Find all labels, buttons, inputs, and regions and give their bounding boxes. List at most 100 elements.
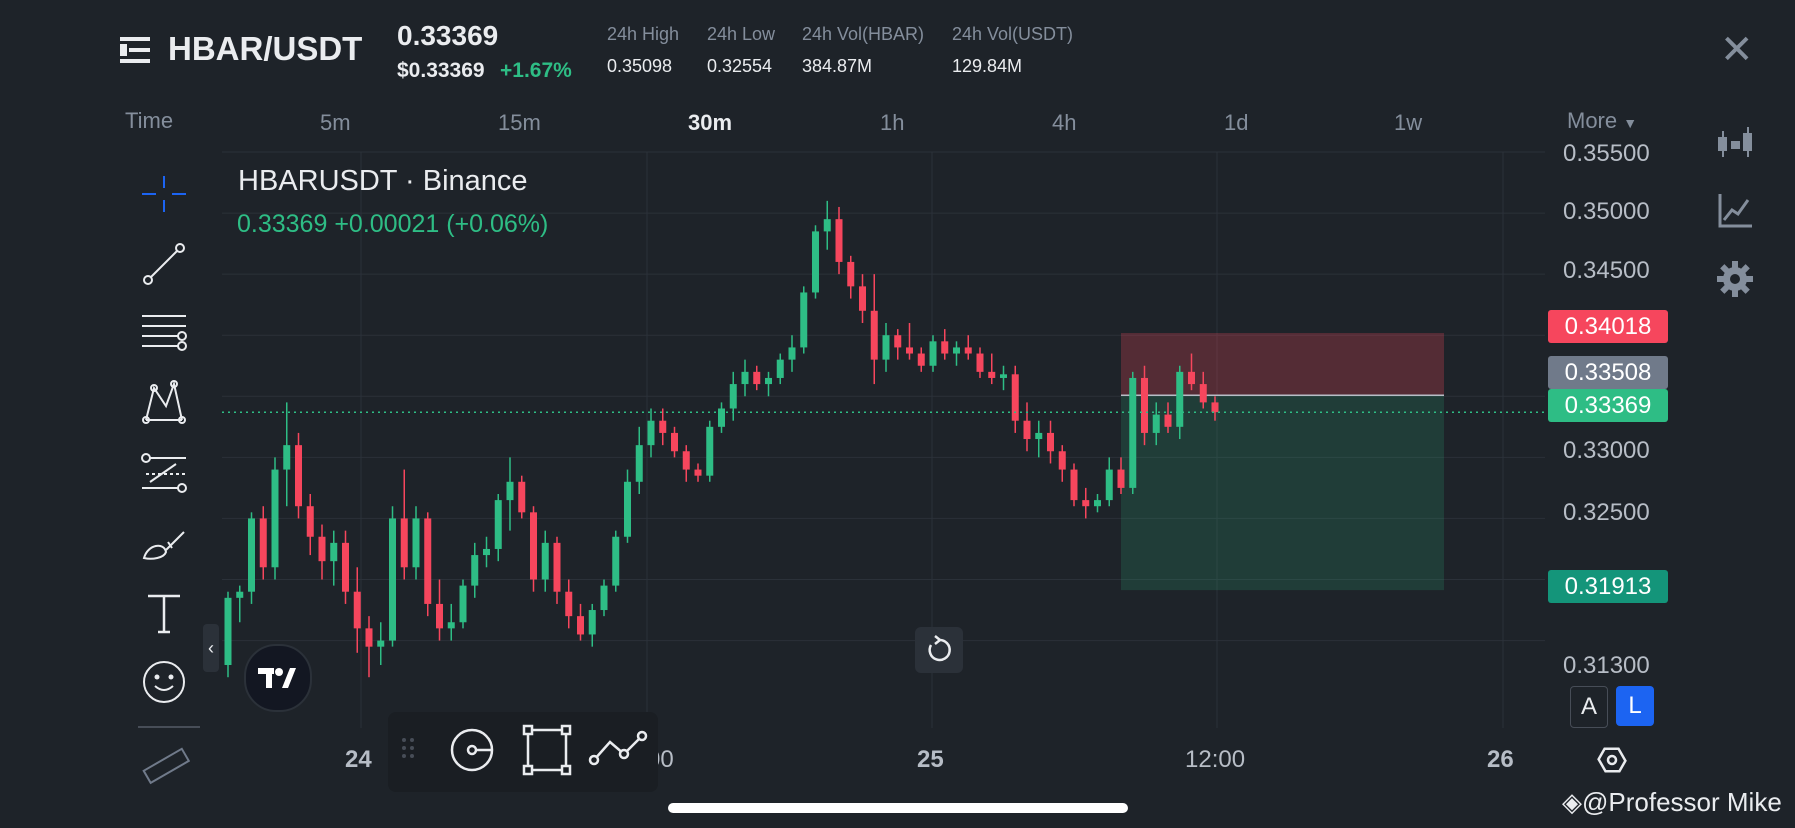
reset-chart-button[interactable] bbox=[915, 627, 963, 673]
candle-body bbox=[812, 231, 819, 293]
target-price-tag[interactable]: 0.31913 bbox=[1548, 570, 1668, 603]
y-tick: 0.35500 bbox=[1563, 140, 1650, 167]
candle-body bbox=[1035, 432, 1043, 440]
credit-text: @Professor Mike bbox=[1582, 787, 1782, 817]
close-icon[interactable]: ✕ bbox=[1720, 28, 1754, 72]
indicators-icon[interactable] bbox=[1714, 190, 1756, 232]
candle-body bbox=[506, 481, 514, 501]
candle-body bbox=[1011, 374, 1019, 421]
x-tick: 12:00 bbox=[1185, 746, 1246, 773]
text-icon[interactable] bbox=[138, 588, 190, 640]
candle-body bbox=[342, 542, 349, 592]
gear-icon[interactable] bbox=[1714, 258, 1756, 300]
home-indicator bbox=[668, 803, 1128, 813]
chevron-down-icon: ▼ bbox=[1623, 115, 1638, 131]
tab-5m[interactable]: 5m bbox=[320, 110, 351, 135]
candle-body bbox=[541, 542, 549, 580]
candle-body bbox=[530, 512, 537, 580]
candle-body bbox=[471, 555, 479, 586]
y-tick: 0.32500 bbox=[1563, 499, 1650, 526]
quick-draw-toolbar bbox=[388, 712, 658, 792]
stat-value-vol-quote: 129.84M bbox=[952, 56, 1023, 76]
candle-body bbox=[1199, 384, 1207, 403]
candle-body bbox=[1141, 377, 1148, 433]
candle-body bbox=[1211, 402, 1219, 413]
candle-body bbox=[236, 591, 244, 598]
pair-title[interactable]: HBAR/USDT bbox=[168, 30, 363, 67]
stat-value-vol-base: 384.87M bbox=[802, 56, 873, 76]
y-tick: 0.33000 bbox=[1563, 437, 1650, 464]
candle-body bbox=[612, 536, 620, 586]
candle-body bbox=[424, 518, 432, 604]
candle-body bbox=[436, 603, 443, 629]
candle-body bbox=[659, 420, 667, 433]
candle-body bbox=[330, 542, 338, 562]
tab-15m[interactable]: 15m bbox=[498, 110, 541, 135]
candle-body bbox=[1117, 469, 1125, 488]
tab-4h[interactable]: 4h bbox=[1052, 110, 1077, 135]
tab-1w[interactable]: 1w bbox=[1394, 110, 1423, 135]
y-tick: 0.35000 bbox=[1563, 198, 1650, 225]
menu-icon[interactable] bbox=[120, 34, 152, 66]
tradingview-logo bbox=[244, 644, 312, 712]
chart-settings-icon[interactable] bbox=[1596, 744, 1628, 776]
candle-body bbox=[1105, 469, 1113, 501]
ruler-icon[interactable] bbox=[138, 740, 191, 792]
candle-body bbox=[295, 445, 302, 507]
stop-price-tag[interactable]: 0.34018 bbox=[1548, 310, 1668, 343]
candle-body bbox=[882, 335, 890, 360]
more-dropdown[interactable]: More ▼ bbox=[1567, 108, 1637, 134]
last-price: 0.33369 bbox=[397, 20, 499, 51]
candle-body bbox=[400, 518, 408, 568]
candle-body bbox=[647, 420, 655, 446]
candle-body bbox=[389, 518, 396, 641]
toolbar-divider bbox=[138, 726, 200, 728]
candle-body bbox=[565, 591, 573, 617]
candle-body bbox=[823, 219, 831, 232]
emoji-icon[interactable] bbox=[138, 656, 190, 708]
candle-body bbox=[306, 506, 314, 537]
candle-body bbox=[682, 451, 690, 470]
candle-body bbox=[1129, 377, 1137, 488]
candle-body bbox=[365, 628, 373, 647]
brush-icon[interactable] bbox=[138, 518, 190, 570]
tab-30m[interactable]: 30m bbox=[688, 110, 733, 135]
pattern-icon[interactable] bbox=[138, 378, 190, 430]
candle-body bbox=[635, 445, 643, 482]
y-tick: 0.34500 bbox=[1563, 257, 1650, 284]
candle-body bbox=[729, 384, 737, 409]
collapse-toolbar-icon[interactable]: ‹ bbox=[203, 624, 219, 672]
candle-body bbox=[412, 518, 420, 568]
stat-label-low: 24h Low bbox=[707, 24, 776, 44]
candle-body bbox=[377, 640, 385, 647]
take-profit-zone bbox=[1121, 395, 1444, 591]
candle-body bbox=[776, 359, 784, 378]
stat-value-high: 0.35098 bbox=[607, 56, 673, 76]
candle-body bbox=[588, 610, 596, 635]
candle-body bbox=[1176, 371, 1184, 427]
log-scale-button[interactable]: L bbox=[1616, 686, 1654, 726]
candle-body bbox=[741, 371, 749, 385]
trend-line-icon[interactable] bbox=[138, 238, 190, 290]
auto-scale-button[interactable]: A bbox=[1570, 686, 1608, 728]
candle-body bbox=[447, 622, 455, 629]
candle-body bbox=[1188, 371, 1195, 385]
y-tick: 0.31300 bbox=[1563, 652, 1650, 679]
tab-1d[interactable]: 1d bbox=[1224, 110, 1249, 135]
candle-body bbox=[1082, 500, 1090, 507]
candle-body bbox=[494, 500, 502, 549]
candle-body bbox=[800, 292, 808, 348]
tab-1h[interactable]: 1h bbox=[880, 110, 905, 135]
horizontal-lines-icon[interactable] bbox=[138, 308, 190, 360]
entry-price-tag[interactable]: 0.33508 bbox=[1548, 356, 1668, 389]
time-label[interactable]: Time bbox=[125, 108, 174, 133]
candle-body bbox=[906, 347, 913, 354]
fib-icon[interactable] bbox=[138, 448, 190, 500]
stat-label-vol-base: 24h Vol(HBAR) bbox=[802, 24, 925, 44]
candle-body bbox=[1000, 374, 1007, 378]
candle-body bbox=[894, 335, 902, 348]
candle-body bbox=[600, 585, 608, 611]
crosshair-icon[interactable] bbox=[138, 170, 190, 222]
candlestick-icon[interactable] bbox=[1714, 123, 1756, 165]
